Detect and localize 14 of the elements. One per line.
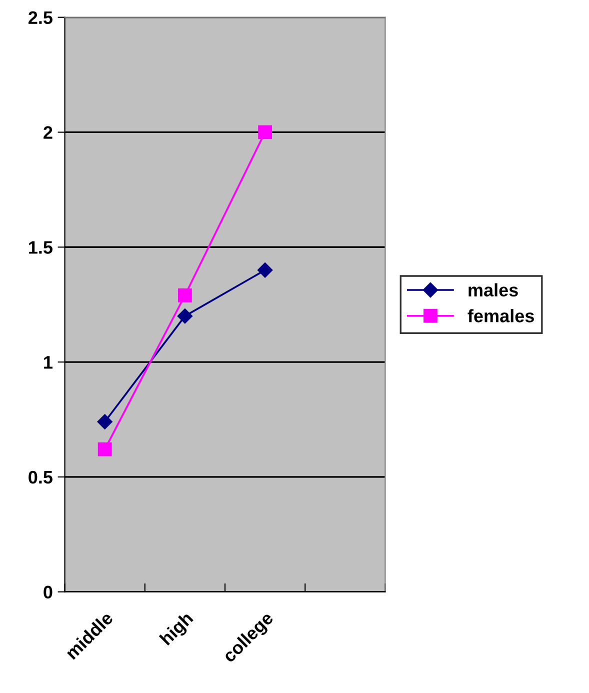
point	[178, 288, 192, 302]
point	[97, 414, 112, 430]
point	[98, 442, 112, 456]
legend-label: females	[468, 309, 534, 322]
point	[258, 125, 272, 140]
y-tick-label: 0.5	[28, 470, 52, 484]
y-tick-label: 1.5	[29, 241, 52, 254]
point	[257, 262, 273, 278]
y-tick-label: 2	[44, 126, 52, 139]
legend-label: males	[468, 283, 518, 296]
point	[177, 308, 193, 324]
y-tick-label: 2.5	[28, 11, 52, 24]
y-tick-label: 1	[44, 356, 52, 369]
y-tick-label: 0	[44, 586, 52, 599]
